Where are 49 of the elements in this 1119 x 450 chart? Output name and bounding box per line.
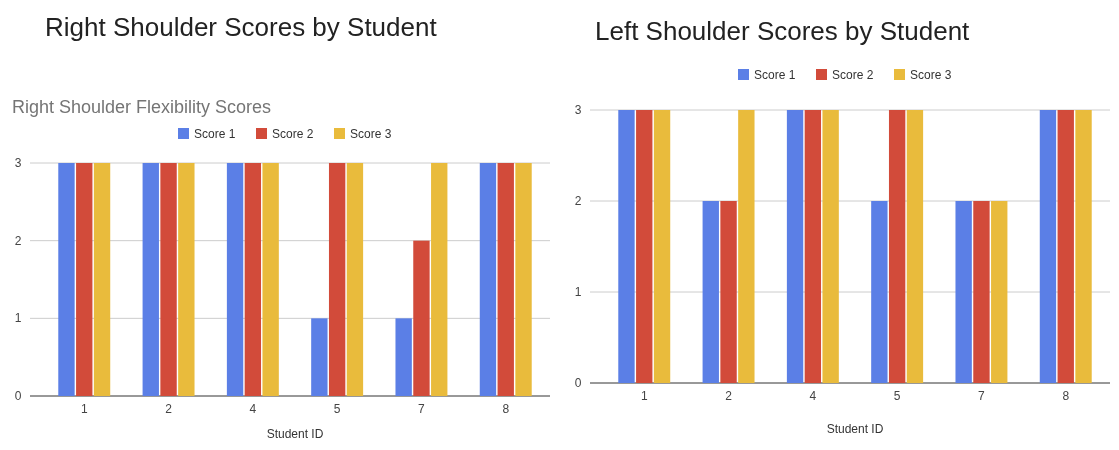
chart-title: Right Shoulder Scores by Student — [45, 12, 438, 42]
bar — [311, 318, 328, 396]
bar — [497, 163, 514, 396]
bar — [515, 163, 532, 396]
x-tick-label: 2 — [165, 402, 173, 416]
bar — [178, 163, 195, 396]
x-tick-label: 5 — [333, 402, 341, 416]
bar — [431, 163, 448, 396]
y-tick-label: 1 — [574, 285, 582, 299]
x-tick-label: 1 — [80, 402, 88, 416]
bar — [93, 163, 111, 396]
x-tick-label: 2 — [725, 389, 733, 403]
legend-label: Score 3 — [910, 68, 952, 82]
bar — [76, 163, 93, 396]
x-tick-label: 8 — [1062, 389, 1070, 403]
x-axis-title: Student ID — [826, 422, 884, 436]
x-tick-label: 7 — [978, 389, 986, 403]
bar — [413, 240, 430, 396]
bar — [226, 163, 244, 396]
x-tick-label: 5 — [893, 389, 901, 403]
bar — [346, 163, 364, 396]
bar — [160, 163, 177, 396]
y-tick-label: 2 — [574, 194, 582, 208]
y-tick-label: 3 — [14, 156, 22, 170]
x-axis-title: Student ID — [266, 427, 324, 441]
legend-label: Score 2 — [272, 127, 314, 141]
bar — [142, 163, 159, 396]
y-tick-label: 0 — [574, 376, 582, 390]
x-tick-label: 4 — [809, 389, 817, 403]
x-tick-label: 8 — [502, 402, 510, 416]
y-tick-label: 2 — [14, 233, 22, 248]
legend-label: Score 1 — [194, 127, 236, 141]
bar — [58, 163, 75, 396]
bar — [328, 163, 346, 396]
legend-label: Score 1 — [754, 68, 796, 82]
bar — [395, 318, 412, 396]
bar — [244, 163, 262, 396]
y-tick-label: 1 — [14, 311, 22, 326]
x-tick-label: 7 — [418, 402, 426, 416]
y-tick-label: 3 — [574, 103, 582, 117]
y-tick-label: 0 — [14, 389, 22, 403]
legend-label: Score 2 — [832, 68, 874, 82]
chart-subtitle: Right Shoulder Flexibility Scores — [12, 97, 272, 117]
x-tick-label: 4 — [249, 402, 257, 416]
legend-label: Score 3 — [350, 127, 392, 141]
chart-title: Left Shoulder Scores by Student — [595, 16, 971, 46]
bar — [479, 163, 497, 396]
bar — [262, 163, 279, 396]
x-tick-label: 1 — [640, 389, 648, 403]
